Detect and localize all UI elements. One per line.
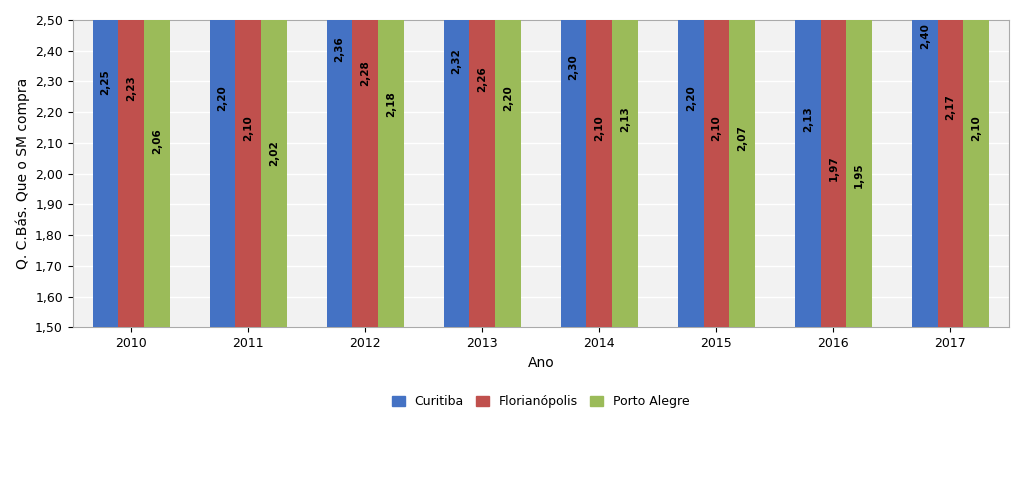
Bar — [964, 0, 989, 327]
Text: 2,13: 2,13 — [621, 106, 630, 132]
Bar — [561, 0, 587, 327]
Text: 2,40: 2,40 — [920, 23, 930, 49]
X-axis label: Ano: Ano — [527, 356, 554, 370]
Text: 2,07: 2,07 — [737, 125, 748, 151]
Bar — [443, 0, 469, 327]
Bar — [938, 0, 964, 327]
Bar — [210, 0, 236, 327]
Bar — [261, 0, 287, 327]
Bar — [846, 0, 872, 327]
Text: 2,20: 2,20 — [503, 85, 513, 111]
Bar — [236, 0, 261, 327]
Text: 2,06: 2,06 — [152, 128, 162, 154]
Bar — [92, 0, 119, 327]
Text: 2,13: 2,13 — [803, 106, 813, 132]
Text: 2,18: 2,18 — [386, 91, 396, 117]
Bar — [496, 0, 521, 327]
Bar — [378, 0, 403, 327]
Bar — [119, 0, 144, 327]
Legend: Curitiba, Florianópolis, Porto Alegre: Curitiba, Florianópolis, Porto Alegre — [387, 390, 694, 413]
Text: 2,02: 2,02 — [269, 141, 279, 166]
Bar — [678, 0, 703, 327]
Text: 2,30: 2,30 — [568, 54, 579, 80]
Text: 2,10: 2,10 — [594, 116, 604, 142]
Text: 2,32: 2,32 — [452, 48, 462, 74]
Text: 2,20: 2,20 — [217, 85, 227, 111]
Text: 1,95: 1,95 — [854, 162, 864, 187]
Bar — [587, 0, 612, 327]
Text: 2,20: 2,20 — [686, 85, 695, 111]
Bar — [469, 0, 496, 327]
Text: 2,25: 2,25 — [100, 70, 111, 95]
Bar — [911, 0, 938, 327]
Bar — [352, 0, 378, 327]
Bar — [144, 0, 170, 327]
Bar — [612, 0, 638, 327]
Text: 2,10: 2,10 — [971, 116, 981, 142]
Text: 2,28: 2,28 — [360, 61, 371, 86]
Bar — [795, 0, 820, 327]
Bar — [820, 0, 846, 327]
Text: 2,26: 2,26 — [477, 66, 487, 92]
Bar — [327, 0, 352, 327]
Text: 2,10: 2,10 — [712, 116, 721, 142]
Text: 2,10: 2,10 — [244, 116, 253, 142]
Text: 2,36: 2,36 — [335, 36, 344, 61]
Bar — [729, 0, 755, 327]
Y-axis label: Q. C.Bás. Que o SM compra: Q. C.Bás. Que o SM compra — [15, 78, 30, 269]
Text: 2,23: 2,23 — [126, 76, 136, 102]
Text: 2,17: 2,17 — [945, 94, 955, 120]
Bar — [703, 0, 729, 327]
Text: 1,97: 1,97 — [828, 156, 839, 182]
